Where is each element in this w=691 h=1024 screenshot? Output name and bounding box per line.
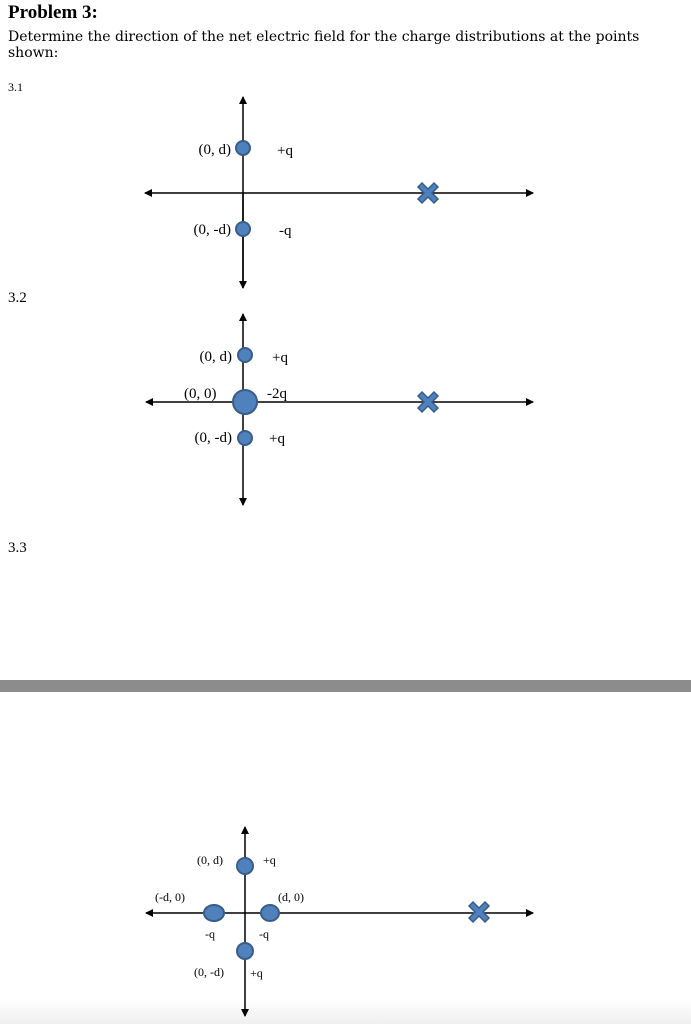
top-coord-label: (0, d): [197, 853, 223, 867]
left-charge-label: -q: [205, 927, 215, 941]
part-number-3-2: 3.2: [8, 290, 27, 306]
part-number-3-1: 3.1: [8, 80, 23, 94]
left-coord-label: (-d, 0): [155, 890, 185, 904]
right-coord-label: (d, 0): [278, 890, 304, 904]
charge-bottom: [237, 430, 253, 446]
charge-origin: [232, 389, 258, 415]
diagram-3-3: (0, d) +q (-d, 0) (d, 0) -q -q (0, -d) +…: [145, 826, 534, 1017]
page-bottom-shade: [0, 1000, 691, 1024]
top-coord-label: (0, d): [200, 349, 233, 365]
x-marker-icon: [468, 901, 490, 923]
charge-bottom: [236, 942, 254, 960]
top-charge-label: +q: [272, 350, 288, 366]
charge-top: [237, 347, 253, 363]
bottom-charge-label: -q: [279, 223, 292, 239]
bottom-charge-label: +q: [250, 966, 263, 980]
origin-charge-label: -2q: [267, 386, 287, 402]
bottom-coord-label: (0, -d): [194, 222, 232, 238]
charge-right: [260, 904, 280, 922]
problem-instruction: Determine the direction of the net elect…: [8, 29, 640, 61]
charge-bottom: [235, 221, 251, 237]
bottom-coord-label: (0, -d): [195, 430, 233, 446]
problem-title: Problem 3:: [8, 2, 98, 23]
top-charge-label: +q: [263, 853, 276, 867]
top-charge-label: +q: [277, 143, 293, 159]
charge-left: [203, 904, 225, 922]
origin-coord-label: (0, 0): [184, 386, 217, 402]
part-number-3-3: 3.3: [8, 540, 27, 556]
top-coord-label: (0, d): [199, 142, 232, 158]
right-charge-label: -q: [259, 927, 269, 941]
diagram-3-1: (0, d) +q (0, -d) -q: [144, 96, 534, 289]
diagram-3-2: (0, d) +q (0, 0) -2q (0, -d) +q: [145, 313, 534, 506]
charge-top: [236, 857, 254, 875]
charge-top: [235, 140, 251, 156]
page-separator: [0, 680, 691, 692]
bottom-charge-label: +q: [269, 431, 285, 447]
bottom-coord-label: (0, -d): [194, 965, 224, 979]
